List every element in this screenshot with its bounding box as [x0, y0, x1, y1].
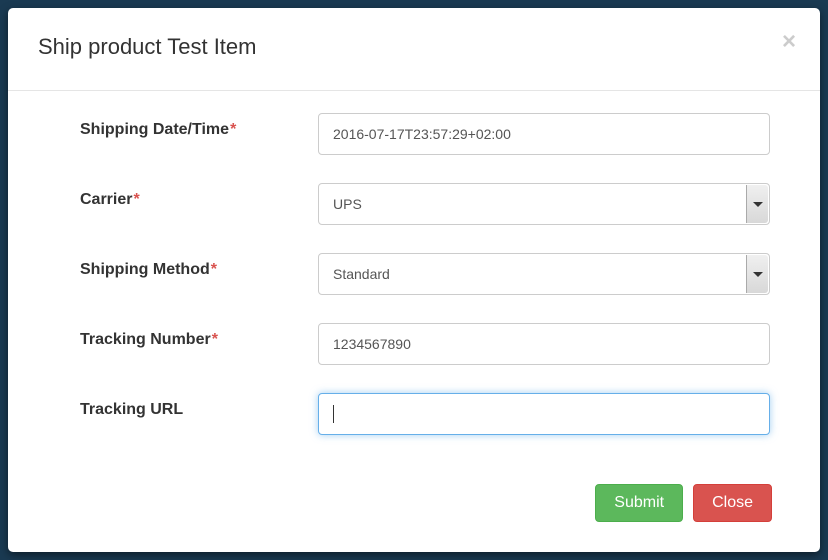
shipping-method-label: Shipping Method*	[38, 253, 318, 279]
text-cursor	[333, 405, 334, 423]
carrier-label: Carrier*	[38, 183, 318, 209]
field-carrier: Carrier* UPS	[38, 183, 790, 225]
required-asterisk: *	[212, 331, 218, 348]
tracking-number-label: Tracking Number*	[38, 323, 318, 349]
chevron-down-icon	[746, 185, 768, 223]
carrier-select[interactable]: UPS	[318, 183, 770, 225]
shipping-date-label: Shipping Date/Time*	[38, 113, 318, 139]
required-asterisk: *	[211, 261, 217, 278]
modal-footer: Submit Close	[8, 484, 820, 552]
field-tracking-url: Tracking URL	[38, 393, 790, 435]
close-icon[interactable]: ×	[782, 30, 796, 54]
modal-body: Shipping Date/Time* Carrier* UPS S	[8, 91, 820, 484]
carrier-value: UPS	[333, 196, 362, 212]
shipping-method-select[interactable]: Standard	[318, 253, 770, 295]
tracking-url-label: Tracking URL	[38, 393, 318, 419]
shipping-date-input[interactable]	[318, 113, 770, 155]
required-asterisk: *	[133, 191, 139, 208]
submit-button[interactable]: Submit	[595, 484, 683, 522]
close-button[interactable]: Close	[693, 484, 772, 522]
field-tracking-number: Tracking Number*	[38, 323, 790, 365]
modal-title: Ship product Test Item	[38, 34, 790, 60]
field-shipping-date: Shipping Date/Time*	[38, 113, 790, 155]
tracking-number-input[interactable]	[318, 323, 770, 365]
required-asterisk: *	[230, 121, 236, 138]
shipping-method-value: Standard	[333, 266, 390, 282]
field-shipping-method: Shipping Method* Standard	[38, 253, 790, 295]
chevron-down-icon	[746, 255, 768, 293]
ship-product-modal: Ship product Test Item × Shipping Date/T…	[8, 8, 820, 552]
tracking-url-input[interactable]	[318, 393, 770, 435]
modal-header: Ship product Test Item ×	[8, 8, 820, 91]
